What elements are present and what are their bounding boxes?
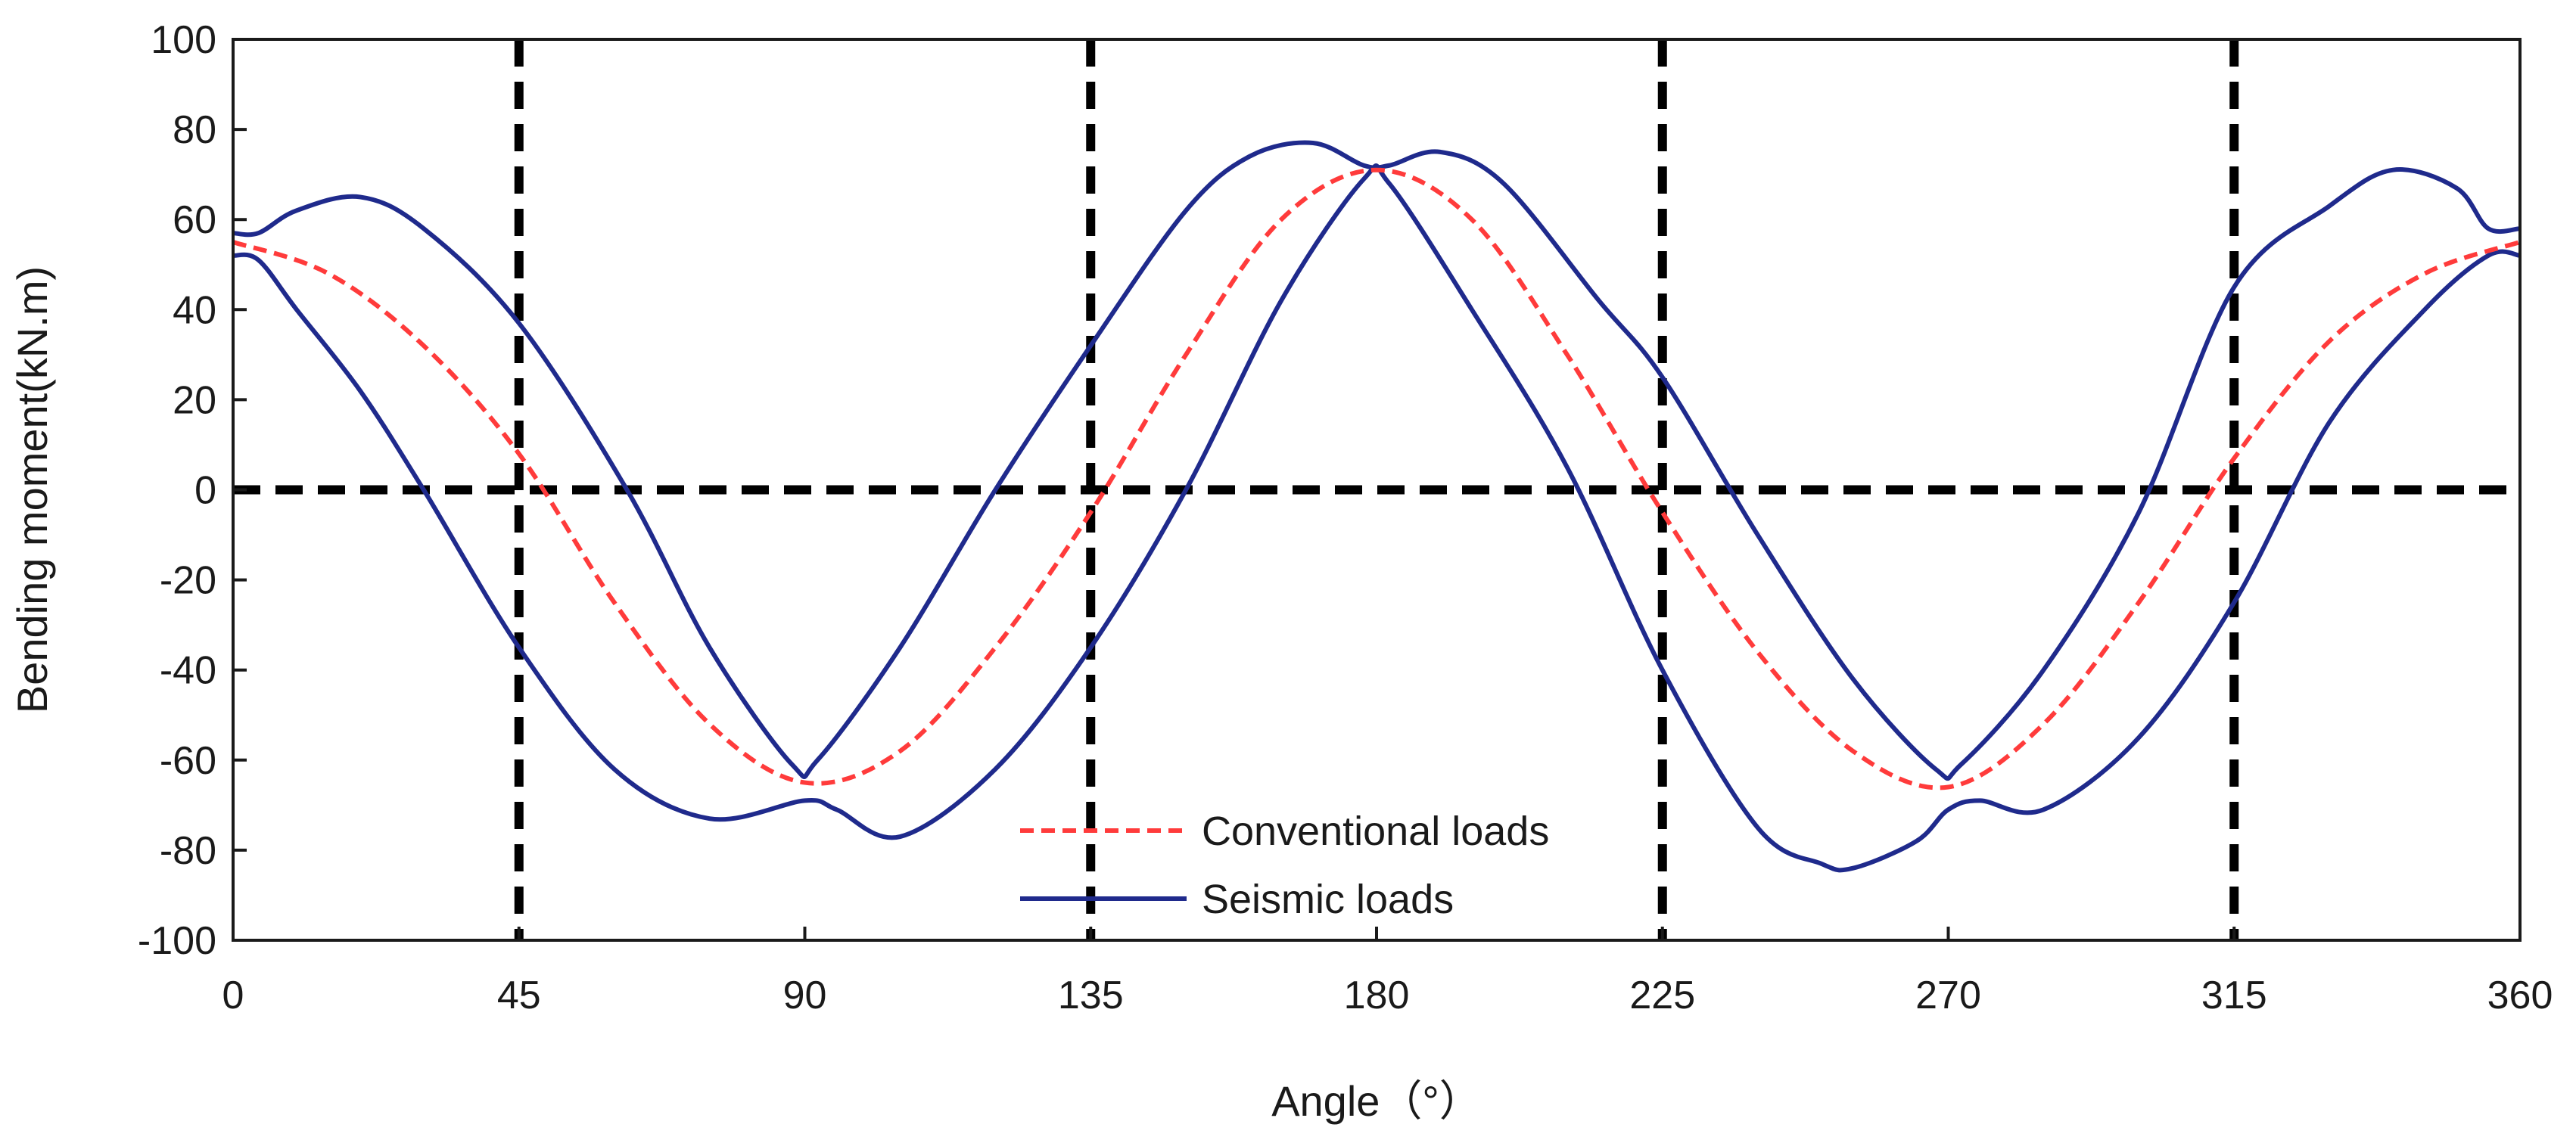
y-tick-label: 40 (173, 288, 216, 332)
series-layer (232, 140, 2521, 873)
x-tick-label: 315 (2201, 974, 2267, 1017)
y-tick-label: -100 (138, 919, 216, 963)
x-axis-ticks: 0 45 90 135 180 225 270 315 360 (222, 927, 2553, 1017)
legend-label-conventional-loads: Conventional loads (1202, 809, 1549, 854)
reference-lines (233, 39, 2520, 940)
y-axis-ticks: -100 -80 -60 -40 -20 0 20 40 60 80 100 (138, 18, 247, 963)
series-line-0 (232, 167, 2521, 790)
x-tick-label: 180 (1344, 974, 1410, 1017)
series-line-2 (232, 163, 2521, 873)
x-axis-title: Angle（°） (1271, 1077, 1482, 1125)
legend-label-seismic-loads: Seismic loads (1202, 877, 1454, 922)
y-tick-label: -40 (160, 649, 216, 693)
x-tick-label: 225 (1629, 974, 1695, 1017)
x-tick-label: 0 (222, 974, 244, 1017)
y-axis-title: Bending moment(kN.m) (8, 266, 56, 713)
x-tick-label: 270 (1915, 974, 1981, 1017)
legend: Conventional loads Seismic loads (1020, 809, 1549, 922)
y-tick-label: -60 (160, 739, 216, 783)
y-tick-label: -80 (160, 829, 216, 873)
y-tick-label: 60 (173, 198, 216, 242)
y-tick-label: 0 (194, 469, 216, 513)
x-tick-label: 135 (1058, 974, 1124, 1017)
y-tick-label: 80 (173, 108, 216, 152)
y-tick-label: 20 (173, 378, 216, 422)
x-tick-label: 90 (783, 974, 827, 1017)
y-tick-label: 100 (151, 18, 216, 62)
y-tick-label: -20 (160, 559, 216, 603)
x-tick-label: 45 (497, 974, 541, 1017)
x-tick-label: 360 (2487, 974, 2553, 1017)
